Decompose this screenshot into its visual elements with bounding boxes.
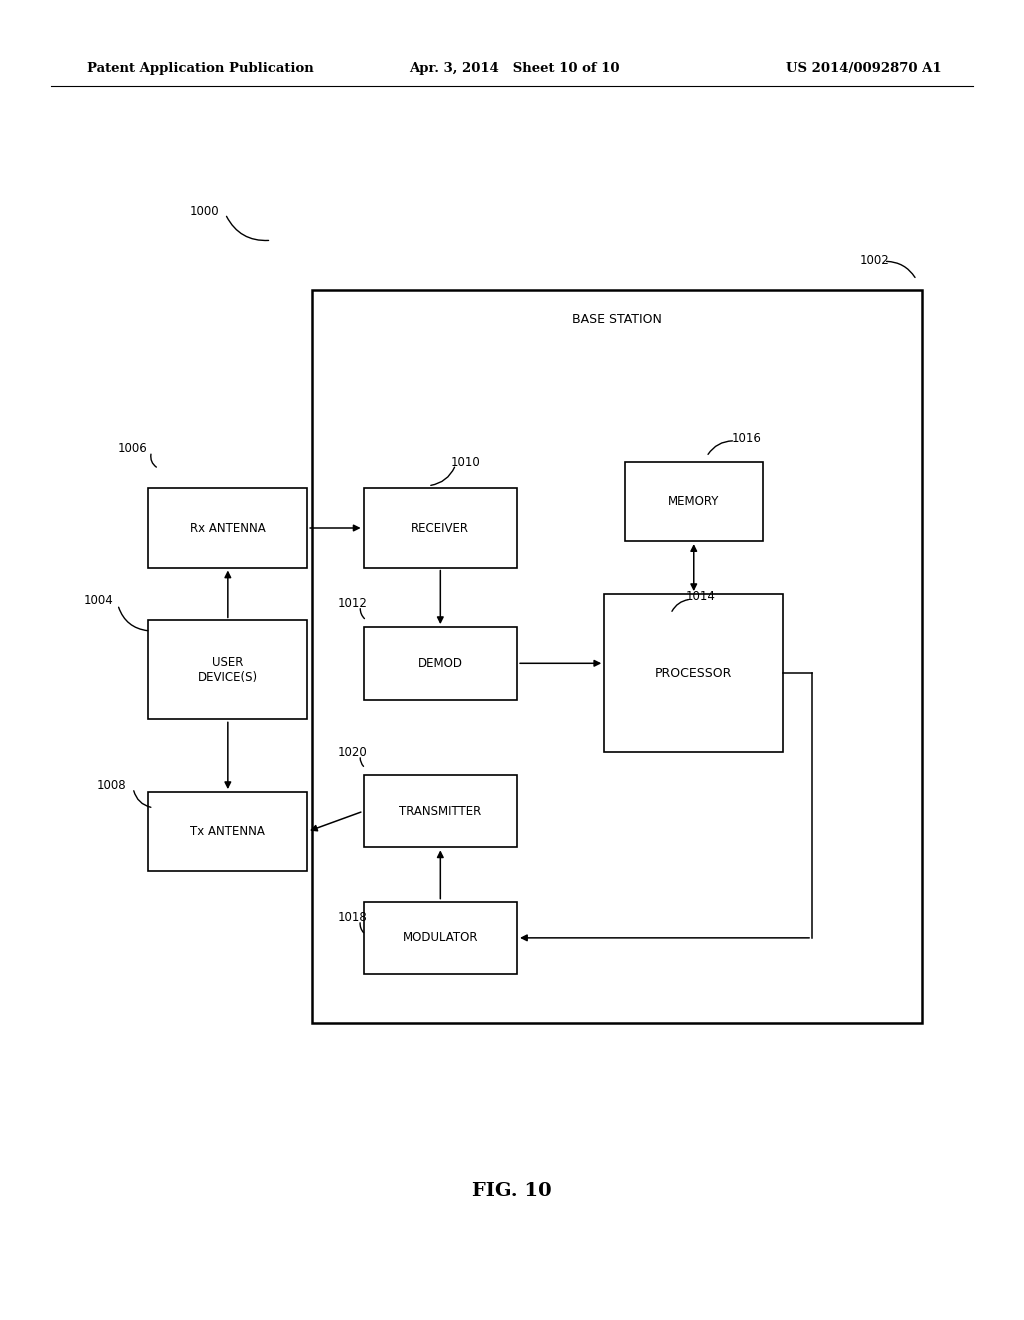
Text: 1020: 1020 bbox=[338, 746, 368, 759]
Text: US 2014/0092870 A1: US 2014/0092870 A1 bbox=[786, 62, 942, 75]
Text: FIG. 10: FIG. 10 bbox=[472, 1181, 552, 1200]
Text: Rx ANTENNA: Rx ANTENNA bbox=[190, 521, 265, 535]
FancyArrowPatch shape bbox=[691, 545, 696, 590]
Bar bbox=[312, 290, 922, 1023]
Text: Tx ANTENNA: Tx ANTENNA bbox=[190, 825, 265, 838]
Bar bbox=[364, 902, 517, 974]
Bar bbox=[148, 488, 307, 568]
Bar bbox=[364, 488, 517, 568]
Text: 1012: 1012 bbox=[338, 597, 368, 610]
Text: 1002: 1002 bbox=[860, 253, 890, 267]
Text: Patent Application Publication: Patent Application Publication bbox=[87, 62, 313, 75]
Text: 1016: 1016 bbox=[732, 432, 762, 445]
Text: 1010: 1010 bbox=[451, 455, 480, 469]
Text: 1004: 1004 bbox=[84, 594, 114, 607]
Bar bbox=[625, 462, 763, 541]
FancyArrowPatch shape bbox=[311, 812, 360, 830]
Text: RECEIVER: RECEIVER bbox=[412, 521, 469, 535]
Text: DEMOD: DEMOD bbox=[418, 657, 463, 669]
Text: 1006: 1006 bbox=[118, 442, 147, 455]
FancyArrowPatch shape bbox=[310, 525, 359, 531]
FancyArrowPatch shape bbox=[437, 851, 443, 899]
Text: 1000: 1000 bbox=[189, 205, 219, 218]
Text: MEMORY: MEMORY bbox=[668, 495, 720, 508]
FancyArrowPatch shape bbox=[521, 935, 809, 941]
FancyArrowPatch shape bbox=[437, 570, 443, 623]
Bar bbox=[604, 594, 783, 752]
Text: Apr. 3, 2014   Sheet 10 of 10: Apr. 3, 2014 Sheet 10 of 10 bbox=[410, 62, 621, 75]
FancyArrowPatch shape bbox=[520, 660, 600, 667]
Text: 1014: 1014 bbox=[686, 590, 716, 603]
Text: PROCESSOR: PROCESSOR bbox=[655, 667, 732, 680]
Text: 1008: 1008 bbox=[96, 779, 126, 792]
Bar bbox=[148, 620, 307, 719]
FancyArrowPatch shape bbox=[225, 572, 230, 618]
Text: 1018: 1018 bbox=[338, 911, 368, 924]
Text: BASE STATION: BASE STATION bbox=[572, 313, 662, 326]
Bar bbox=[364, 775, 517, 847]
Text: TRANSMITTER: TRANSMITTER bbox=[399, 805, 481, 817]
FancyArrowPatch shape bbox=[225, 722, 230, 788]
Bar bbox=[148, 792, 307, 871]
Text: MODULATOR: MODULATOR bbox=[402, 932, 478, 944]
Bar bbox=[364, 627, 517, 700]
Text: USER
DEVICE(S): USER DEVICE(S) bbox=[198, 656, 258, 684]
